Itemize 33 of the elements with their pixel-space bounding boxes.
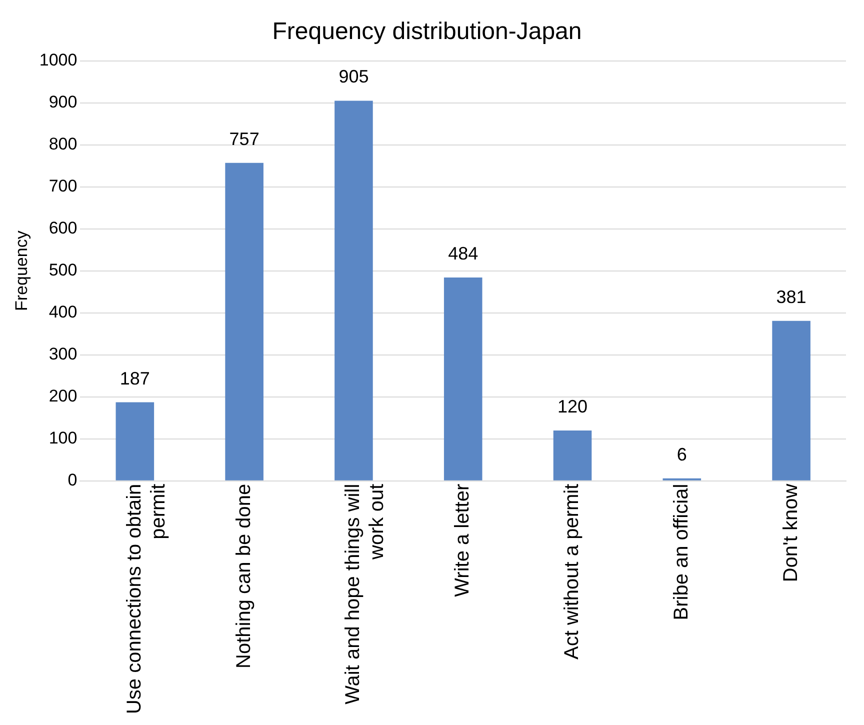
data-label: 120 — [557, 396, 588, 416]
bar — [225, 162, 264, 480]
x-tick-label: Don't know — [780, 483, 802, 582]
data-label: 187 — [120, 368, 150, 388]
x-tick-label: Nothing can be done — [232, 484, 255, 668]
bar — [334, 100, 373, 480]
x-tick-label: Act without a permit — [561, 483, 584, 660]
bar — [553, 430, 592, 480]
data-label: 484 — [448, 244, 478, 264]
y-axis-title: Frequency — [12, 230, 31, 311]
y-tick-label: 700 — [48, 176, 78, 196]
y-tick-label: 100 — [48, 428, 78, 448]
bar — [772, 320, 810, 480]
x-tick-label: Use connections to obtain permit — [123, 483, 170, 714]
x-tick-label: Bribe an official — [670, 484, 692, 620]
data-label: 757 — [229, 128, 260, 149]
y-tick-label: 600 — [48, 218, 78, 238]
bar — [444, 278, 482, 480]
y-tick-label: 400 — [48, 302, 78, 322]
bar — [116, 402, 154, 480]
y-tick-label: 0 — [68, 470, 78, 490]
chart-title: Frequency distribution-Japan — [272, 18, 582, 46]
y-tick-label: 800 — [48, 134, 78, 154]
x-tick-label: Write a letter — [452, 484, 474, 597]
y-tick-label: 300 — [48, 344, 78, 364]
data-label: 381 — [776, 286, 806, 307]
data-label: 905 — [338, 66, 369, 87]
y-tick-label: 200 — [48, 386, 78, 406]
y-tick-label: 500 — [48, 260, 78, 280]
y-tick-label: 1000 — [39, 50, 78, 70]
y-tick-label: 900 — [48, 92, 78, 112]
x-tick-label: Wait and hope things will work out — [342, 483, 388, 704]
data-label: 6 — [676, 444, 687, 464]
